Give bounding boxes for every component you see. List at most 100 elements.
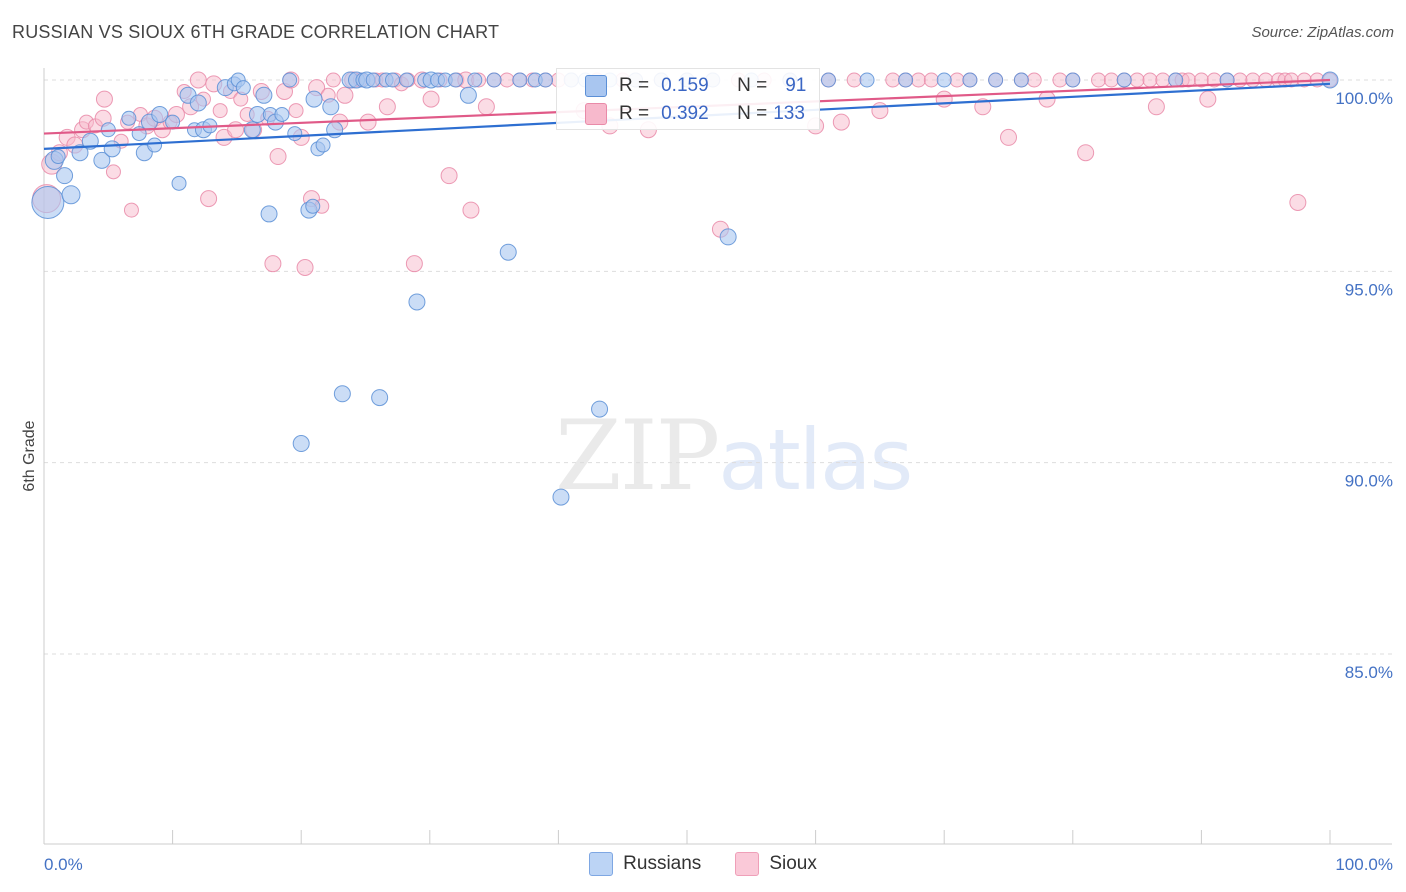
series-legend: Russians Sioux bbox=[0, 852, 1406, 876]
x-tick-label-max: 100.0% bbox=[1335, 855, 1393, 874]
sioux-point bbox=[325, 72, 341, 88]
y-tick-label: 90.0% bbox=[1345, 472, 1393, 491]
russians-point bbox=[255, 86, 273, 104]
sioux-point bbox=[477, 98, 495, 116]
sioux-point bbox=[1000, 128, 1017, 146]
russians-point bbox=[1168, 72, 1184, 88]
russians-point bbox=[591, 400, 609, 418]
russians-point bbox=[408, 293, 426, 311]
sioux-point bbox=[1103, 72, 1119, 88]
russians-point bbox=[282, 72, 298, 88]
russians-point bbox=[260, 205, 278, 223]
russians-point bbox=[962, 72, 978, 88]
y-tick-label: 95.0% bbox=[1345, 280, 1393, 299]
sioux-point bbox=[1129, 72, 1145, 88]
sioux-point bbox=[910, 72, 926, 88]
sioux-point bbox=[200, 190, 218, 208]
watermark-atlas: atlas bbox=[718, 411, 913, 509]
x-tick-label-min: 0.0% bbox=[44, 855, 83, 874]
legend-n-label: N = bbox=[737, 75, 768, 96]
sioux-point bbox=[499, 72, 515, 88]
sioux-point bbox=[212, 103, 228, 119]
russians-point bbox=[121, 110, 137, 126]
russians-point bbox=[512, 72, 528, 88]
russians-point bbox=[1013, 72, 1029, 88]
russians-point bbox=[292, 435, 310, 453]
legend-item-russians[interactable]: Russians bbox=[589, 852, 701, 876]
russians-point bbox=[305, 198, 321, 214]
legend-row-sioux: R = 0.392 N = 133 bbox=[557, 100, 805, 128]
legend-item-sioux[interactable]: Sioux bbox=[735, 852, 817, 876]
sioux-point bbox=[1052, 72, 1068, 88]
sioux-point bbox=[923, 72, 939, 88]
russians-point bbox=[988, 72, 1004, 88]
russians-point bbox=[171, 175, 187, 191]
sioux-point bbox=[1026, 72, 1042, 88]
russians-point bbox=[151, 105, 169, 123]
russians-point bbox=[147, 137, 163, 153]
sioux-point bbox=[885, 72, 901, 88]
sioux-point bbox=[359, 113, 377, 131]
russians-point bbox=[189, 94, 207, 112]
sioux-point bbox=[264, 255, 282, 273]
russians-point bbox=[486, 72, 502, 88]
russians-point bbox=[315, 137, 331, 153]
sioux-point bbox=[95, 90, 113, 108]
sioux-point bbox=[189, 71, 207, 89]
russians-point bbox=[936, 72, 952, 88]
axes bbox=[43, 68, 1392, 845]
legend-n-value: 91 bbox=[785, 75, 807, 96]
sioux-point bbox=[105, 164, 121, 180]
x-tick-labels: 0.0% 100.0% bbox=[44, 855, 1393, 874]
sioux-point bbox=[846, 72, 862, 88]
sioux-point bbox=[422, 90, 440, 108]
legend-r-label: R = bbox=[619, 103, 650, 124]
legend-r-value: 0.392 bbox=[661, 103, 709, 124]
sioux-point bbox=[1091, 72, 1107, 88]
russians-point bbox=[322, 98, 340, 116]
russians-point bbox=[385, 72, 401, 88]
sioux-point bbox=[1245, 72, 1261, 88]
russians-point bbox=[365, 72, 381, 88]
legend-r-value: 0.159 bbox=[661, 75, 709, 96]
sioux-point bbox=[462, 201, 480, 219]
y-tick-labels: 100.0% 95.0% 90.0% 85.0% bbox=[1335, 89, 1393, 682]
russians-point bbox=[81, 132, 99, 150]
russians-point bbox=[399, 72, 415, 88]
russians-point bbox=[1065, 72, 1081, 88]
sioux-swatch bbox=[585, 103, 607, 125]
sioux-legend-swatch bbox=[735, 852, 760, 876]
sioux-point bbox=[1258, 72, 1274, 88]
chart-title: RUSSIAN VS SIOUX 6TH GRADE CORRELATION C… bbox=[12, 22, 500, 42]
sioux-point bbox=[832, 113, 850, 131]
legend-r-label: R = bbox=[619, 75, 650, 96]
russians-point bbox=[103, 140, 121, 158]
russians-point bbox=[93, 151, 111, 169]
russians-point bbox=[31, 185, 65, 219]
sioux-point bbox=[949, 72, 965, 88]
russians-point bbox=[50, 149, 66, 165]
source-label: Source: ZipAtlas.com bbox=[1251, 24, 1394, 41]
sioux-legend-label: Sioux bbox=[769, 853, 817, 874]
russians-legend-label: Russians bbox=[623, 853, 702, 874]
sioux-point bbox=[123, 202, 139, 218]
watermark: ZIPatlas bbox=[555, 400, 913, 512]
russians-point bbox=[898, 72, 914, 88]
russians-point bbox=[71, 144, 89, 162]
russians-point bbox=[371, 389, 389, 407]
russians-point bbox=[333, 385, 351, 403]
sioux-point bbox=[405, 255, 423, 273]
correlation-legend: R = 0.159 N = 91 R = 0.392 N = 133 bbox=[556, 68, 820, 130]
russians-point bbox=[61, 185, 81, 205]
russians-point bbox=[538, 72, 554, 88]
russians-point bbox=[820, 72, 836, 88]
sioux-point bbox=[1155, 72, 1171, 88]
russians-point bbox=[56, 167, 74, 185]
sioux-point bbox=[935, 90, 953, 108]
sioux-point bbox=[227, 121, 245, 139]
sioux-point bbox=[269, 148, 287, 166]
sioux-point bbox=[288, 103, 304, 119]
sioux-point bbox=[296, 259, 314, 277]
russians-point bbox=[235, 80, 251, 96]
legend-n-label: N = bbox=[737, 103, 768, 124]
